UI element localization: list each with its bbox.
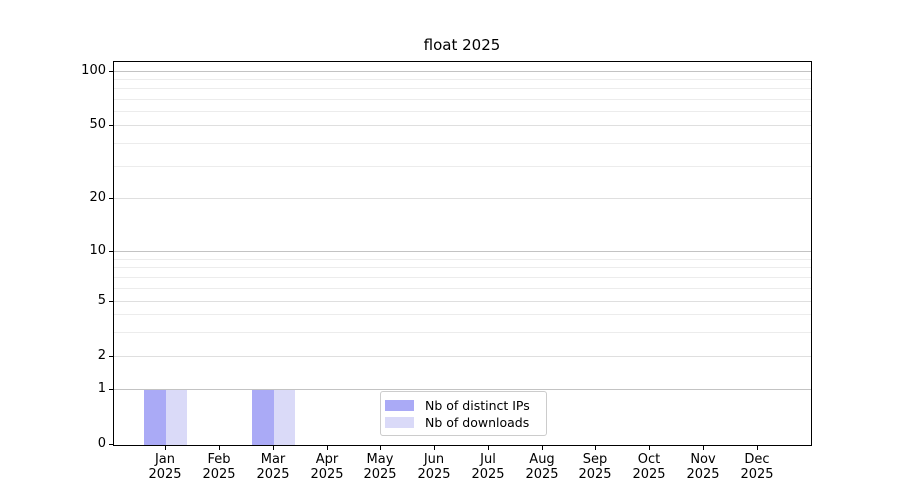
x-tick-year: 2025 [740,467,774,482]
x-tick-month: Apr [315,452,339,467]
y-gridline [114,198,811,199]
y-gridline [114,259,811,260]
y-tick-label: 100 [81,63,106,78]
y-tick-label: 50 [89,117,106,132]
x-tick-year: 2025 [363,467,397,482]
y-tick-label: 2 [97,348,106,363]
y-gridline [114,71,811,72]
x-tick-year: 2025 [686,467,720,482]
x-tick-mark [488,446,489,450]
x-tick-year: 2025 [632,467,666,482]
x-tick-year: 2025 [148,467,182,482]
x-tick-month: Mar [260,452,286,467]
legend-swatch-downloads [385,417,414,428]
x-tick-label: Jun 2025 [406,452,462,482]
x-tick-mark [542,446,543,450]
x-tick-month: Nov [690,452,716,467]
x-tick-mark [649,446,650,450]
x-tick-label: Jan 2025 [137,452,193,482]
y-gridline [114,356,811,357]
x-tick-month: May [366,452,394,467]
y-gridline [114,389,811,390]
x-tick-label: Aug 2025 [514,452,570,482]
y-gridline [114,125,811,126]
x-tick-label: Dec 2025 [729,452,785,482]
y-gridline [114,301,811,302]
legend-row: Nb of downloads [385,415,540,430]
bar-downloads [274,390,295,445]
legend-swatch-distinct-ips [385,400,414,411]
y-gridline [114,277,811,278]
y-gridline [114,99,811,100]
y-tick-label: 0 [97,436,106,451]
y-gridline [114,111,811,112]
y-gridline [114,251,811,252]
x-tick-label: Apr 2025 [299,452,355,482]
x-tick-year: 2025 [417,467,451,482]
x-tick-month: Jan [154,452,176,467]
x-tick-mark [380,446,381,450]
bar-downloads [166,390,187,445]
y-gridline [114,166,811,167]
x-tick-mark [595,446,596,450]
x-tick-month: Jul [480,452,496,467]
y-tick-label: 10 [89,243,106,258]
x-tick-mark [273,446,274,450]
chart-title: float 2025 [423,36,501,54]
x-tick-month: Aug [529,452,555,467]
y-gridline [114,314,811,315]
y-tick-mark [109,444,113,445]
x-tick-year: 2025 [310,467,344,482]
x-tick-label: Nov 2025 [675,452,731,482]
y-tick-label: 1 [97,381,106,396]
x-tick-year: 2025 [578,467,612,482]
legend-row: Nb of distinct IPs [385,398,540,413]
x-tick-month: Sep [582,452,608,467]
y-gridline [114,267,811,268]
x-tick-year: 2025 [202,467,236,482]
y-tick-mark [109,356,113,357]
y-gridline [114,143,811,144]
x-tick-month: Dec [744,452,770,467]
y-tick-mark [109,251,113,252]
x-tick-mark [165,446,166,450]
x-tick-mark [703,446,704,450]
y-gridline [114,88,811,89]
x-tick-year: 2025 [525,467,559,482]
y-tick-label: 20 [89,190,106,205]
x-tick-label: Sep 2025 [567,452,623,482]
x-tick-mark [434,446,435,450]
y-gridline [114,288,811,289]
y-tick-mark [109,301,113,302]
y-tick-mark [109,71,113,72]
x-tick-year: 2025 [471,467,505,482]
x-tick-label: Oct 2025 [621,452,677,482]
legend-label: Nb of distinct IPs [425,398,530,413]
x-tick-year: 2025 [256,467,290,482]
y-tick-label: 5 [97,293,106,308]
y-tick-mark [109,198,113,199]
bar-distinct-ips [144,390,166,445]
y-gridline [114,79,811,80]
y-tick-mark [109,125,113,126]
legend-label: Nb of downloads [425,415,530,430]
x-tick-label: Jul 2025 [460,452,516,482]
x-tick-label: Mar 2025 [245,452,301,482]
y-gridline [114,332,811,333]
x-tick-month: Feb [207,452,231,467]
x-tick-label: May 2025 [352,452,408,482]
x-tick-mark [757,446,758,450]
x-tick-mark [327,446,328,450]
x-tick-month: Jun [423,452,445,467]
legend: Nb of distinct IPs Nb of downloads [380,391,547,436]
x-tick-mark [219,446,220,450]
bar-distinct-ips [252,390,274,445]
x-tick-month: Oct [637,452,661,467]
x-tick-label: Feb 2025 [191,452,247,482]
y-tick-mark [109,389,113,390]
